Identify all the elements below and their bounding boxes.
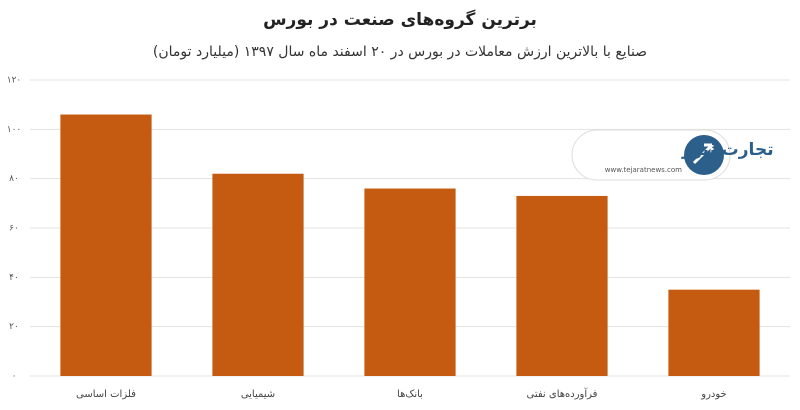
y-tick-label: ۶۰ — [9, 224, 19, 234]
logo: تجارت نیوز www.tejaratnews.com — [571, 129, 774, 181]
x-tick-label: بانک‌ها — [397, 389, 423, 400]
bar — [60, 114, 152, 377]
chart-title: برترین گروه‌های صنعت در بورس — [263, 9, 537, 30]
y-tick-label: ۰ — [12, 372, 17, 382]
bar — [364, 188, 456, 376]
x-tick-label: فرآورده‌های نفتی — [527, 387, 598, 400]
x-tick-label: فلزات اساسی — [76, 389, 136, 400]
logo-url: www.tejaratnews.com — [605, 166, 682, 174]
bar — [516, 195, 608, 376]
logo-name: تجارت نیوز — [681, 140, 774, 160]
bar — [668, 289, 760, 376]
logo-arrow — [692, 143, 714, 165]
x-tick-label: شیمیایی — [241, 389, 275, 400]
chart-subtitle: صنایع با بالاترین ارزش معاملات در بورس د… — [153, 44, 647, 60]
y-tick-label: ۲۰ — [9, 322, 19, 332]
bar — [212, 173, 304, 376]
y-tick-label: ۱۲۰ — [7, 76, 22, 86]
y-tick-label: ۴۰ — [9, 273, 19, 283]
x-tick-label: خودرو — [700, 389, 726, 400]
y-tick-label: ۱۰۰ — [7, 125, 22, 135]
y-tick-label: ۸۰ — [9, 174, 19, 184]
